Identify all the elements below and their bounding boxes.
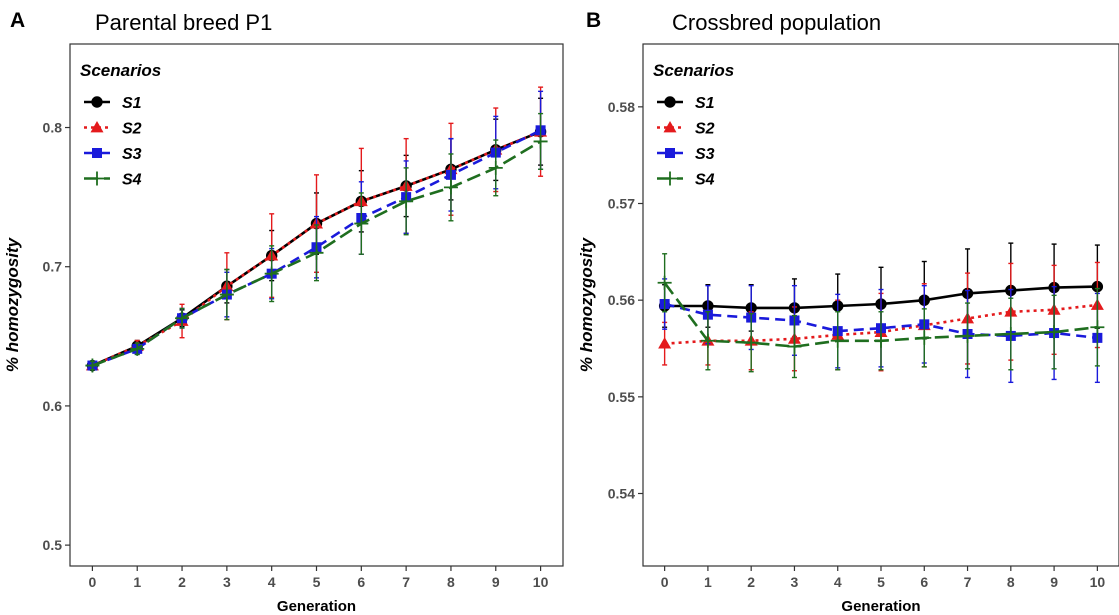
data-point	[1047, 325, 1062, 340]
panel-letter: B	[586, 9, 601, 32]
x-axis-title: Generation	[841, 598, 920, 615]
data-point	[399, 194, 414, 209]
legend-title: Scenarios	[80, 61, 161, 80]
plot-frame	[69, 43, 564, 567]
x-tick-label: 10	[533, 574, 549, 590]
legend-marker	[663, 121, 677, 133]
y-tick-label: 0.7	[43, 259, 63, 275]
legend-label: S3	[122, 146, 142, 163]
legend-title: Scenarios	[653, 61, 734, 80]
data-point	[744, 335, 759, 350]
x-tick-label: 3	[223, 574, 231, 590]
x-tick-label: 7	[402, 574, 410, 590]
panel-letter: A	[10, 9, 25, 32]
data-point	[443, 180, 458, 195]
legend-item: S1	[657, 95, 715, 112]
y-tick-label: 0.55	[608, 389, 635, 405]
data-point	[787, 339, 802, 354]
data-point	[700, 333, 715, 348]
x-tick-label: 5	[313, 574, 321, 590]
y-tick-label: 0.8	[43, 120, 63, 136]
x-tick-label: 10	[1090, 574, 1106, 590]
x-tick-label: 8	[447, 574, 455, 590]
data-point	[130, 341, 145, 356]
y-tick-label: 0.56	[608, 292, 635, 308]
chart-title: Parental breed P1	[95, 10, 272, 35]
panel-b: B Crossbred population 0 1 2 3 4 5 6 7 8 9 10 0.54 0.5…	[577, 9, 1119, 615]
x-tick-label: 4	[268, 574, 276, 590]
x-tick-label: 4	[834, 574, 842, 590]
x-tick-label: 8	[1007, 574, 1015, 590]
legend-label: S1	[122, 95, 142, 112]
series-line	[664, 302, 1098, 340]
x-tick-label: 6	[920, 574, 928, 590]
data-point	[1003, 327, 1018, 341]
x-tick-label: 5	[877, 574, 885, 590]
y-tick-label: 0.5	[43, 537, 63, 553]
data-point	[85, 358, 100, 373]
data-point	[830, 333, 845, 348]
legend-item: S1	[84, 95, 142, 112]
legend-item: S4	[84, 171, 142, 189]
y-tick-label: 0.6	[43, 398, 63, 414]
x-tick-label: 9	[1050, 574, 1058, 590]
x-tick-label: 0	[661, 574, 669, 590]
data-point	[874, 333, 888, 348]
x-tick-label: 1	[704, 574, 712, 590]
panel-a: A Parental breed P1 0 1 2 3 4 5 6 7 8 9 10 0.5 0.6 0.7 0…	[3, 9, 564, 615]
data-point	[309, 245, 324, 260]
data-point	[488, 160, 503, 175]
legend-item: S4	[657, 171, 715, 189]
legend: Scenarios S1 S2 S3 S4	[653, 61, 734, 189]
legend-label: S2	[695, 121, 715, 138]
legend-label: S4	[695, 172, 715, 189]
x-axis-title: Generation	[277, 598, 356, 615]
legend-label: S4	[122, 172, 142, 189]
x-tick-label: 2	[747, 574, 755, 590]
legend-marker	[90, 171, 104, 186]
data-point	[960, 328, 975, 343]
y-tick-label: 0.57	[608, 196, 635, 212]
data-point	[657, 275, 672, 290]
legend-label: S3	[695, 146, 715, 163]
legend-label: S2	[122, 121, 142, 138]
y-axis-title: % homozygosity	[577, 236, 596, 372]
data-point	[533, 134, 548, 149]
data-point	[658, 337, 672, 349]
series-s4	[85, 112, 548, 373]
chart-title: Crossbred population	[672, 10, 881, 35]
x-tick-label: 6	[357, 574, 365, 590]
data-point	[175, 311, 190, 326]
data-point	[1090, 320, 1105, 335]
legend-marker	[90, 121, 104, 133]
data-point	[354, 216, 369, 231]
x-tick-label: 9	[492, 574, 500, 590]
legend-item: S2	[84, 121, 142, 138]
y-tick-label: 0.54	[608, 486, 635, 502]
legend-marker	[664, 96, 676, 108]
x-tick-label: 0	[89, 574, 97, 590]
data-point	[917, 330, 932, 345]
data-point	[219, 287, 234, 302]
legend-marker	[92, 148, 102, 158]
legend-item: S3	[657, 146, 715, 163]
legend-marker	[665, 148, 675, 158]
legend-marker	[91, 96, 103, 108]
x-tick-label: 7	[964, 574, 972, 590]
y-tick-label: 0.58	[608, 99, 635, 115]
legend: Scenarios S1 S2 S3 S4	[80, 61, 161, 189]
legend-item: S2	[657, 121, 715, 138]
data-point	[264, 266, 279, 281]
y-axis-title: % homozygosity	[3, 236, 22, 372]
legend-item: S3	[84, 146, 142, 163]
x-tick-label: 2	[178, 574, 186, 590]
x-tick-label: 3	[791, 574, 799, 590]
legend-marker	[663, 171, 677, 186]
legend-label: S1	[695, 95, 715, 112]
x-tick-label: 1	[133, 574, 141, 590]
series-s4	[657, 253, 1105, 379]
